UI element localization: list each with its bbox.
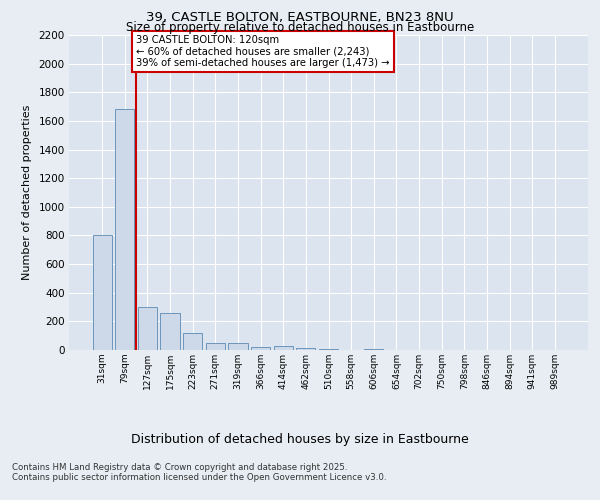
Y-axis label: Number of detached properties: Number of detached properties (22, 105, 32, 280)
Bar (296, 348, 316, 350)
Bar (364, 348, 383, 350)
Bar (206, 343, 225, 350)
Text: Distribution of detached houses by size in Eastbourne: Distribution of detached houses by size … (131, 432, 469, 446)
Text: 39 CASTLE BOLTON: 120sqm
← 60% of detached houses are smaller (2,243)
39% of sem: 39 CASTLE BOLTON: 120sqm ← 60% of detach… (136, 35, 389, 68)
Bar (183, 333, 202, 350)
Bar (138, 307, 157, 350)
Text: Contains HM Land Registry data © Crown copyright and database right 2025.: Contains HM Land Registry data © Crown c… (12, 462, 347, 471)
Bar (251, 347, 270, 350)
Bar (274, 346, 293, 350)
Text: Size of property relative to detached houses in Eastbourne: Size of property relative to detached ho… (126, 21, 474, 34)
Text: Contains public sector information licensed under the Open Government Licence v3: Contains public sector information licen… (12, 472, 386, 482)
Bar (92, 236, 112, 350)
Bar (160, 314, 180, 350)
Bar (115, 110, 134, 350)
Bar (229, 343, 248, 350)
Text: 39, CASTLE BOLTON, EASTBOURNE, BN23 8NU: 39, CASTLE BOLTON, EASTBOURNE, BN23 8NU (146, 11, 454, 24)
